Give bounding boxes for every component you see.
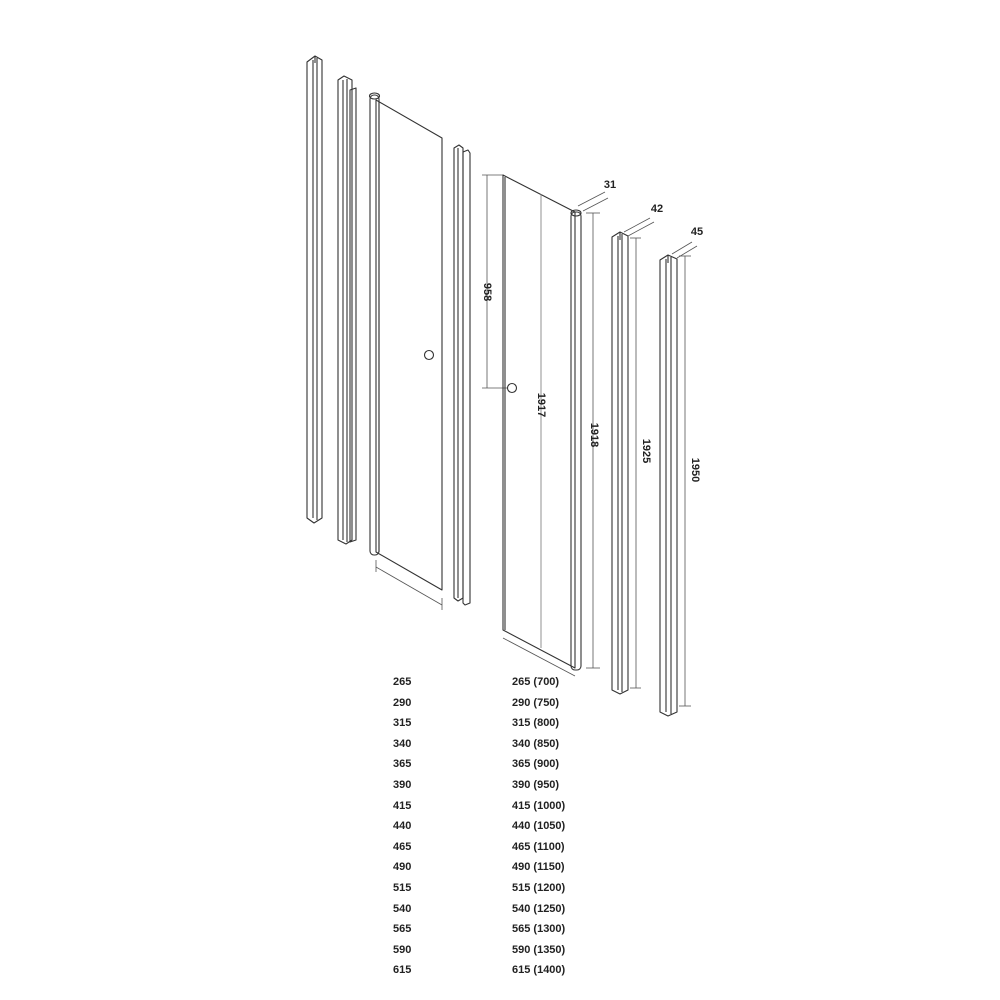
- size-table-cell: 340 (850): [512, 737, 560, 750]
- adjust-profile-height-label: 1950: [689, 458, 701, 482]
- size-table-cell: 415: [393, 799, 412, 812]
- left-glass-panel: [368, 92, 443, 610]
- size-table-cell: 365: [393, 758, 412, 771]
- panel-height-label: 1917: [535, 393, 547, 417]
- size-table-cell: 365 (900): [512, 758, 560, 771]
- size-table-cell: 565: [393, 923, 412, 936]
- left-wall-profile: [306, 55, 323, 524]
- right-door-handle-icon: [506, 382, 518, 394]
- size-table-cell: 265: [393, 676, 412, 688]
- hinge-profile-height-label: 1918: [588, 423, 600, 447]
- size-table-cell: 415 (1000): [512, 799, 566, 812]
- size-table-cell: 390: [393, 778, 412, 791]
- right-adjust-profile-dimension: [671, 241, 698, 707]
- size-table-cell: 340: [393, 737, 412, 750]
- size-table-left-column: 265 290 315 340 365 390 415 440 465 490 515 540 565 5…: [393, 672, 411, 981]
- middle-seal-strip: [453, 144, 471, 606]
- size-table-cell: 290 (750): [512, 696, 560, 709]
- size-table-cell: 265 (700): [512, 676, 560, 688]
- size-table-cell: 440 (1050): [512, 820, 566, 833]
- size-table-cell: 590: [393, 943, 412, 956]
- size-table-cell: 615: [393, 964, 412, 977]
- right-wall-profile-dimension: [623, 217, 655, 689]
- size-table-right-column: 265 (700) 290 (750) 315 (800) 340 (850) 365 …: [512, 672, 565, 981]
- hinge-profile-dimension: [577, 191, 609, 669]
- left-adjust-profile: [337, 75, 357, 545]
- size-table-cell: 440: [393, 820, 412, 833]
- right-wall-profile: [611, 231, 629, 695]
- size-table-cell: 515 (1200): [512, 881, 566, 894]
- handle-height-label: 958: [481, 283, 493, 301]
- size-table-cell: 515: [393, 881, 412, 894]
- size-table-cell: 465 (1100): [512, 840, 565, 853]
- right-glass-panel: [502, 174, 582, 677]
- size-table-cell: 490 (1150): [512, 861, 565, 874]
- wall-profile-height-label: 1925: [640, 439, 652, 463]
- handle-height-dimension: [482, 174, 508, 389]
- size-table-cell: 315: [393, 717, 412, 730]
- size-table-cell: 540: [393, 902, 412, 915]
- size-table-cell: 390 (950): [512, 778, 560, 791]
- adjust-profile-width-label: 45: [691, 226, 703, 238]
- size-table-cell: 465: [393, 840, 412, 853]
- size-table-cell: 590 (1350): [512, 943, 566, 956]
- size-table-cell: 565 (1300): [512, 923, 566, 936]
- right-adjust-profile: [659, 254, 678, 717]
- size-table-cell: 315 (800): [512, 717, 560, 730]
- size-table-cell: 290: [393, 696, 412, 709]
- left-door-handle-icon: [423, 349, 435, 361]
- wall-profile-width-label: 42: [651, 203, 663, 215]
- size-table-cell: 615 (1400): [512, 964, 566, 977]
- size-table-cell: 540 (1250): [512, 902, 566, 915]
- hinge-width-label: 31: [604, 179, 616, 191]
- size-table-cell: 490: [393, 861, 412, 874]
